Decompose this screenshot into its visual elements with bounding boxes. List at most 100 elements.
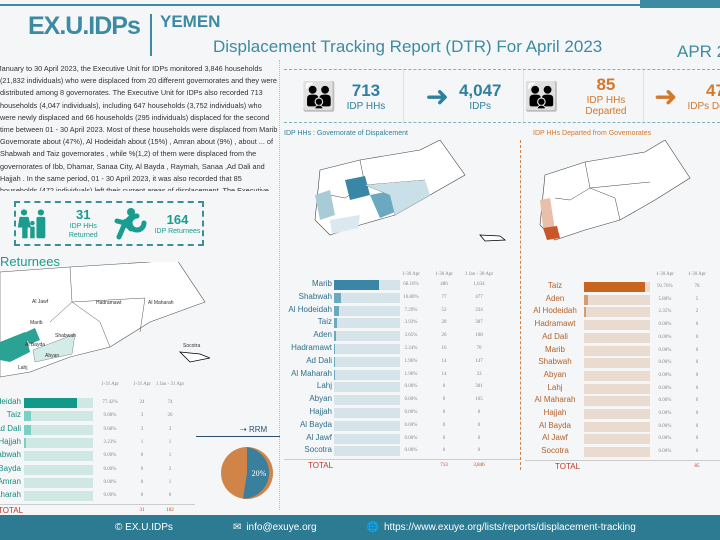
- row-value: 0: [695, 385, 699, 391]
- row-pct: 68.16%: [403, 282, 419, 287]
- row-pct: 0.00%: [658, 423, 672, 429]
- returnees-stat: 164 IDP Returnees: [109, 203, 202, 244]
- share-bar-fill: [584, 294, 588, 305]
- row-value: 0: [695, 360, 699, 366]
- displacement-map-title: IDP HHs : Governorate of Dispalcement: [284, 130, 408, 137]
- row-value: 77: [441, 294, 447, 300]
- row-pct: 0.00%: [103, 453, 117, 459]
- rrm-text: RRM: [248, 425, 268, 434]
- row-value: 3: [168, 426, 172, 432]
- row-value: 477: [475, 294, 483, 300]
- returnees-stats: 31 IDP HHs Returned 164 IDP Returnees: [14, 201, 204, 246]
- row-value: 0: [442, 397, 446, 403]
- row-value: 2: [168, 466, 172, 472]
- row-pct: 1.96%: [404, 358, 418, 364]
- returnees-map: Al Jawf Hadramawt Al Maharah Marib Shabw…: [0, 262, 210, 378]
- pie-label: 20%: [252, 469, 267, 478]
- share-bar: [334, 408, 400, 418]
- share-bar: [334, 369, 400, 380]
- top-accent: [640, 0, 720, 8]
- row-value: 0: [695, 372, 699, 378]
- share-bar-fill: [24, 437, 27, 448]
- share-bar: [24, 437, 93, 448]
- email-icon: ✉: [232, 522, 242, 533]
- map-label: Socotra: [183, 343, 200, 349]
- row-name: Hadramawt: [534, 319, 576, 329]
- rrm-pie: 20%: [221, 447, 273, 499]
- share-bar-fill: [334, 305, 339, 316]
- row-name: Ad Dali: [306, 355, 332, 365]
- returnees-label: IDP Returnees: [154, 227, 201, 235]
- row-value: 0: [695, 347, 699, 353]
- stat-text: 4,047 IDPs: [459, 81, 502, 112]
- row-value: 0: [695, 423, 699, 429]
- share-bar-fill: [334, 280, 379, 290]
- row-value: 387: [475, 320, 483, 326]
- row-name: Lahj: [316, 381, 332, 391]
- row-value: 486: [440, 282, 448, 287]
- share-bar: [334, 331, 400, 342]
- total-value: 3,846: [473, 463, 485, 469]
- stats-row: 👪 713 IDP HHs ➜ 4,047 IDPs 👪 85 IDP HHs Departed…: [284, 69, 720, 123]
- stat-text: 713 IDP HHs: [347, 81, 386, 112]
- row-pct: 91.76%: [657, 284, 673, 289]
- share-bar: [584, 282, 650, 292]
- row-value: 24: [139, 400, 145, 405]
- share-bar: [584, 370, 650, 381]
- returned-hh-value: 31: [76, 207, 91, 222]
- share-bar: [24, 477, 93, 488]
- displacement-map: [314, 140, 507, 242]
- share-bar-fill: [584, 282, 645, 292]
- share-bar: [584, 434, 650, 445]
- row-name: Hajjah: [309, 407, 332, 416]
- row-pct: 0.00%: [658, 347, 672, 353]
- row-value: 52: [441, 307, 447, 313]
- share-bar: [24, 411, 93, 422]
- top-rule: [0, 4, 720, 6]
- stat-1: ➜ 4,047 IDPs: [404, 70, 524, 122]
- stat-0: 👪 713 IDP HHs: [284, 70, 404, 122]
- row-name: Shabwah: [538, 357, 572, 367]
- row-pct: 0.00%: [658, 436, 672, 442]
- footer-email[interactable]: info@exuye.org: [246, 522, 317, 533]
- row-pct: 3.65%: [404, 333, 418, 339]
- share-bar: [334, 344, 400, 354]
- share-bar: [24, 424, 93, 435]
- share-bar: [584, 320, 650, 331]
- row-name: Al Maharah: [534, 395, 576, 405]
- row-value: 16: [441, 346, 447, 351]
- country-title: YEMEN: [160, 12, 221, 31]
- rrm-label: ⇢ RRM: [240, 425, 268, 434]
- row-name: Lahj: [547, 382, 563, 392]
- row-name: Socotra: [304, 445, 332, 455]
- runner-icon: ➜: [425, 80, 449, 112]
- row-pct: 0.00%: [103, 479, 117, 485]
- map-label: Shabwah: [55, 333, 76, 339]
- row-name: Aden: [313, 330, 332, 340]
- row-value: 1: [168, 439, 172, 445]
- row-value: 70: [476, 346, 482, 351]
- column-header: 1-30 Apr: [656, 272, 674, 277]
- share-bar: [334, 433, 400, 444]
- globe-icon: 🌐: [366, 522, 379, 533]
- row-pct: 0.00%: [658, 449, 672, 455]
- rrm-divider: [196, 436, 280, 437]
- row-name: Ad Dali: [0, 423, 21, 433]
- runner-plane-icon: ➜: [653, 80, 678, 112]
- row-name: Al Hodeidah: [533, 306, 577, 316]
- departed-table: 1-30 Apr 1-30 Apr Taiz 91.76% 78 Aden 5.88% 5 Al…: [525, 270, 720, 471]
- row-name: Hadramawt: [291, 343, 332, 352]
- stat-text: 85 IDP HHs Departed: [569, 75, 643, 117]
- row-value: 165: [475, 397, 483, 403]
- total-label: TOTAL: [308, 461, 334, 471]
- row-value: 0: [477, 410, 481, 415]
- report-title: Displacement Tracking Report (DTR) For A…: [213, 37, 603, 56]
- column-header: 1-31 Apr: [101, 382, 119, 387]
- map-label: Lahj: [18, 365, 27, 371]
- stat-3: ➜ 472IDPs Departed: [644, 70, 720, 122]
- return-person-icon: [114, 207, 147, 239]
- row-pct: 2.35%: [658, 309, 672, 315]
- stat-label: IDP HHs Departed: [585, 95, 627, 117]
- row-pct: 0.00%: [404, 410, 418, 415]
- footer-url[interactable]: https://www.exuye.org/lists/reports/disp…: [383, 522, 636, 533]
